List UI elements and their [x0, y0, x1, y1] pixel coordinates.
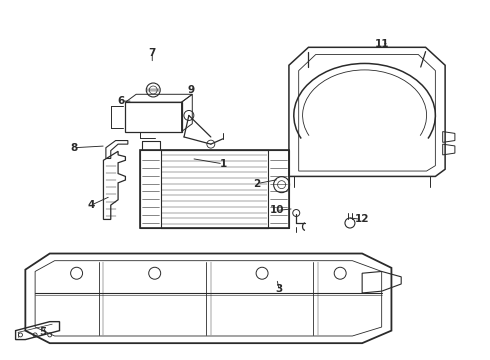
Text: 2: 2: [254, 179, 261, 189]
Text: 7: 7: [148, 48, 156, 58]
Text: 5: 5: [39, 327, 46, 337]
Text: 8: 8: [71, 143, 78, 153]
Text: 1: 1: [220, 159, 227, 169]
Text: 3: 3: [275, 284, 283, 294]
Text: 12: 12: [355, 215, 369, 224]
Text: 9: 9: [188, 85, 195, 95]
Text: 6: 6: [117, 96, 124, 106]
Bar: [269, 149, 289, 228]
Text: 11: 11: [374, 39, 389, 49]
Bar: [140, 149, 161, 228]
Text: 4: 4: [88, 200, 95, 210]
Bar: [140, 149, 289, 228]
Text: 10: 10: [270, 206, 284, 216]
Bar: [125, 102, 182, 132]
